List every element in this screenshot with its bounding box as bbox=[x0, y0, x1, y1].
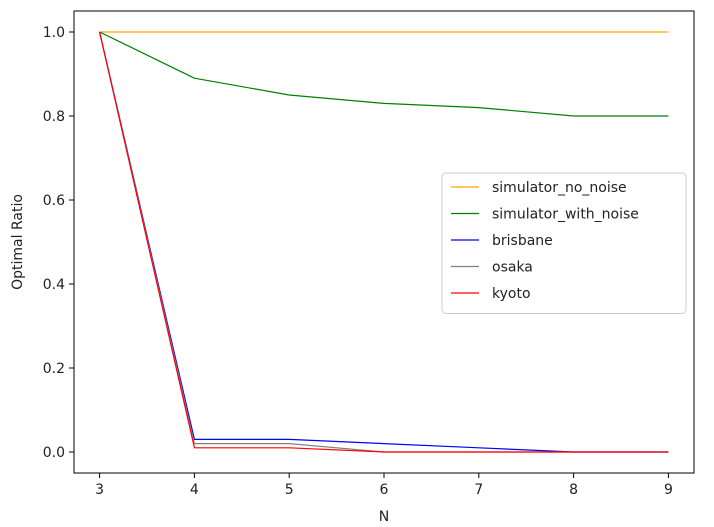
y-tick-label: 0.0 bbox=[43, 445, 65, 461]
y-axis: 0.0 0.2 0.4 0.6 0.8 1.0 bbox=[43, 25, 74, 461]
series-line-simulator_with_noise bbox=[99, 31, 669, 117]
legend-label-simulator_with_noise: simulator_with_noise bbox=[492, 207, 639, 223]
y-tick-label: 0.2 bbox=[43, 361, 65, 377]
x-tick-label: 7 bbox=[474, 482, 483, 498]
legend-label-kyoto: kyoto bbox=[492, 286, 531, 302]
x-axis-label: N bbox=[379, 509, 389, 525]
x-tick-label: 9 bbox=[664, 482, 673, 498]
y-tick-label: 0.6 bbox=[43, 193, 65, 209]
x-tick-label: 6 bbox=[380, 482, 389, 498]
legend-label-brisbane: brisbane bbox=[492, 233, 553, 249]
series-line-kyoto bbox=[99, 31, 669, 453]
y-axis-label: Optimal Ratio bbox=[10, 194, 26, 290]
x-tick-label: 5 bbox=[285, 482, 294, 498]
y-tick-label: 0.4 bbox=[43, 277, 65, 293]
legend-label-osaka: osaka bbox=[492, 260, 533, 276]
y-tick-label: 0.8 bbox=[43, 109, 65, 125]
x-tick-label: 8 bbox=[569, 482, 578, 498]
x-tick-label: 4 bbox=[190, 482, 199, 498]
legend-label-simulator_no_noise: simulator_no_noise bbox=[492, 180, 627, 196]
x-tick-label: 3 bbox=[95, 482, 104, 498]
legend: simulator_no_noise simulator_with_noisebr… bbox=[441, 172, 687, 314]
series-layer bbox=[99, 31, 669, 453]
y-tick-label: 1.0 bbox=[43, 25, 65, 41]
x-axis: 3 4 5 6 7 8 9 bbox=[95, 473, 673, 498]
legend-box bbox=[441, 172, 687, 314]
